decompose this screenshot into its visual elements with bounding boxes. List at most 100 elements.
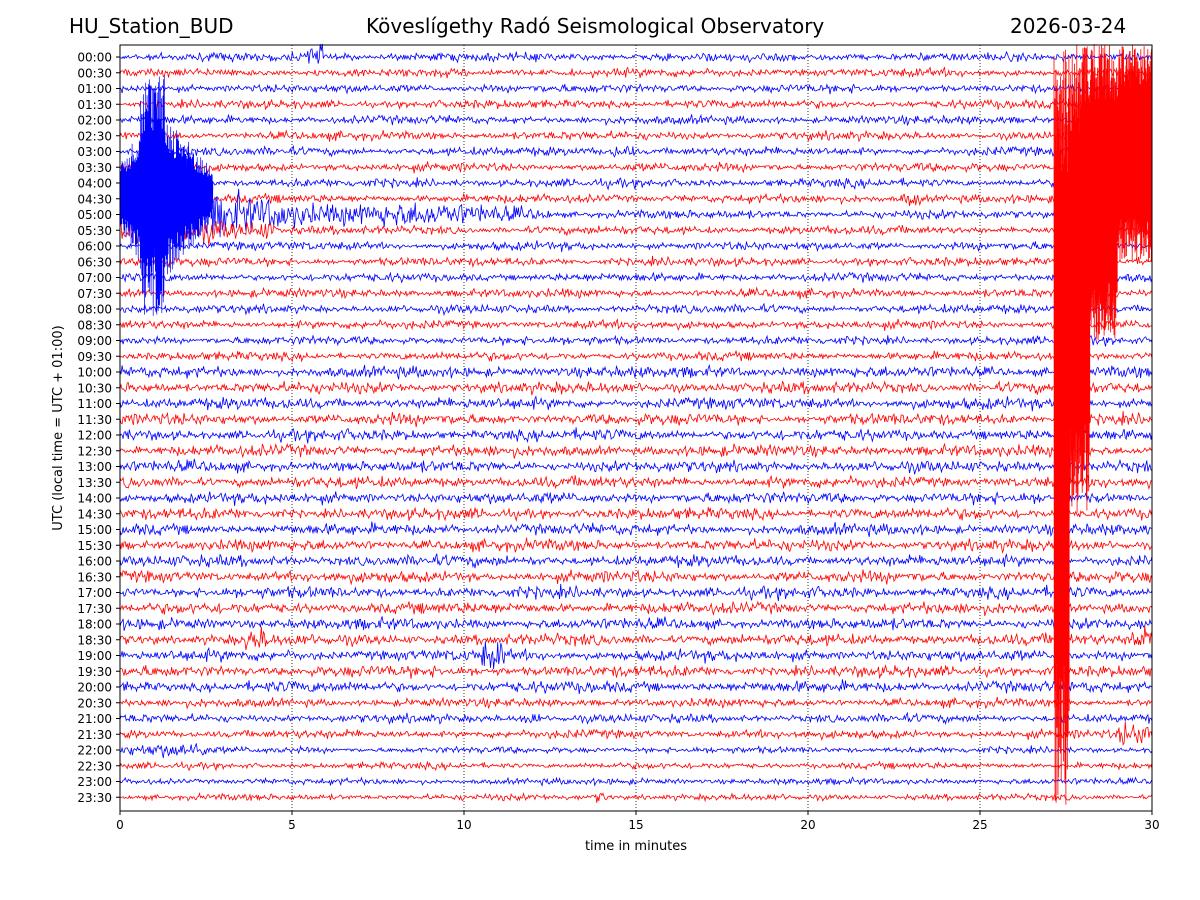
- trace-row-0100: [119, 83, 1153, 95]
- y-tick-label: 11:30: [77, 413, 112, 427]
- y-tick-label: 00:30: [77, 66, 112, 80]
- y-tick-label: 07:30: [77, 287, 112, 301]
- trace-row-0330: [119, 160, 1153, 174]
- y-tick-label: 14:30: [77, 507, 112, 521]
- y-tick-label: 17:30: [77, 602, 112, 616]
- y-tick-label: 13:00: [77, 460, 112, 474]
- y-tick-label: 15:30: [77, 539, 112, 553]
- trace-row-1700: [119, 583, 1153, 602]
- trace-row-0000: [119, 43, 1153, 64]
- trace-row-1130: [119, 410, 1153, 428]
- trace-row-0500: [119, 188, 1153, 238]
- x-tick-label: 15: [628, 818, 643, 832]
- trace-row-0830: [119, 318, 1153, 332]
- trace-row-2300: [119, 776, 1153, 787]
- y-tick-label: 00:00: [77, 51, 112, 65]
- x-axis-ticks: 0 5 10 15 20 25 30: [116, 811, 1160, 832]
- y-tick-label: 23:30: [77, 791, 112, 805]
- trace-row-2200: [119, 743, 1153, 758]
- trace-row-0230: [119, 129, 1153, 143]
- x-tick-label: 0: [116, 818, 124, 832]
- y-tick-label: 06:00: [77, 240, 112, 254]
- x-tick-label: 10: [456, 818, 471, 832]
- x-tick-label: 25: [972, 818, 987, 832]
- seismic-events: [119, 43, 1153, 805]
- seismogram-traces: [119, 43, 1153, 803]
- y-tick-label: 03:30: [77, 161, 112, 175]
- trace-row-0930: [120, 350, 1153, 363]
- trace-row-1300: [119, 458, 1153, 475]
- trace-row-1730: [119, 600, 1153, 617]
- y-tick-label: 08:00: [77, 303, 112, 317]
- y-tick-label: 10:00: [77, 366, 112, 380]
- y-tick-label: 16:30: [77, 570, 112, 584]
- event-early-large: [119, 75, 214, 316]
- y-tick-label: 01:30: [77, 98, 112, 112]
- y-tick-label: 23:00: [77, 775, 112, 789]
- y-tick-label: 22:30: [77, 759, 112, 773]
- y-tick-label: 19:30: [77, 665, 112, 679]
- y-tick-label: 18:00: [77, 618, 112, 632]
- trace-row-1900: [119, 641, 1153, 670]
- trace-row-2330: [119, 791, 1153, 803]
- y-tick-label: 05:00: [77, 208, 112, 222]
- y-tick-label: 11:00: [77, 397, 112, 411]
- y-tick-label: 17:00: [77, 586, 112, 600]
- trace-row-0800: [119, 302, 1153, 317]
- y-tick-label: 03:00: [77, 145, 112, 159]
- y-tick-label: 14:00: [77, 492, 112, 506]
- trace-row-0300: [119, 144, 1153, 158]
- y-tick-label: 19:00: [77, 649, 112, 663]
- trace-row-1430: [119, 506, 1153, 522]
- x-tick-label: 30: [1144, 818, 1159, 832]
- y-tick-label: 13:30: [77, 476, 112, 490]
- x-axis-label: time in minutes: [585, 839, 687, 854]
- trace-row-2000: [119, 679, 1153, 695]
- observatory-title: Köveslígethy Radó Seismological Observat…: [366, 14, 825, 38]
- event-late-large: [1053, 43, 1153, 805]
- trace-row-0600: [119, 240, 1153, 253]
- trace-row-2130: [119, 721, 1153, 746]
- y-tick-label: 09:00: [77, 334, 112, 348]
- y-tick-label: 09:30: [77, 350, 112, 364]
- y-tick-label: 18:30: [77, 633, 112, 647]
- trace-row-1530: [119, 537, 1153, 554]
- trace-row-1630: [119, 569, 1153, 586]
- trace-row-2230: [119, 760, 1153, 772]
- trace-row-0430: [119, 192, 1153, 207]
- y-tick-label: 08:30: [77, 318, 112, 332]
- y-tick-label: 04:30: [77, 192, 112, 206]
- y-axis-label: UTC (local time = UTC + 01:00): [51, 325, 66, 530]
- y-tick-label: 06:30: [77, 255, 112, 269]
- trace-row-0030: [119, 66, 1153, 79]
- trace-row-1200: [119, 427, 1153, 444]
- trace-row-1830: [119, 625, 1153, 650]
- trace-row-1000: [119, 363, 1153, 380]
- y-tick-label: 12:30: [77, 444, 112, 458]
- trace-row-0900: [119, 334, 1153, 348]
- trace-row-0400: [119, 176, 1153, 191]
- chart-date: 2026-03-24: [1010, 14, 1127, 38]
- trace-row-2100: [119, 711, 1153, 726]
- trace-row-1800: [119, 616, 1153, 631]
- trace-row-0530: [119, 215, 1153, 246]
- trace-row-0700: [119, 271, 1153, 285]
- y-tick-label: 01:00: [77, 82, 112, 96]
- y-tick-label: 07:00: [77, 271, 112, 285]
- station-name: HU_Station_BUD: [69, 14, 234, 38]
- trace-row-0200: [119, 113, 1153, 127]
- y-tick-label: 15:00: [77, 523, 112, 537]
- trace-row-1330: [119, 473, 1153, 491]
- y-tick-label: 02:30: [77, 129, 112, 143]
- trace-row-1930: [119, 664, 1153, 679]
- trace-row-0630: [119, 255, 1153, 269]
- y-tick-label: 20:00: [77, 681, 112, 695]
- trace-row-0130: [119, 97, 1153, 111]
- y-tick-label: 04:00: [77, 177, 112, 191]
- y-tick-label: 21:00: [77, 712, 112, 726]
- y-tick-label: 22:00: [77, 744, 112, 758]
- trace-row-1600: [119, 553, 1153, 569]
- grid-lines: [291, 45, 981, 811]
- trace-row-2030: [119, 696, 1153, 710]
